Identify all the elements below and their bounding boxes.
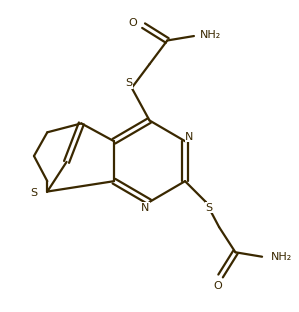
Text: O: O [213,281,222,291]
Text: NH₂: NH₂ [200,30,221,40]
Text: S: S [30,188,38,198]
Text: O: O [129,18,138,28]
Text: NH₂: NH₂ [271,252,292,262]
Text: N: N [185,132,194,142]
Text: S: S [205,203,212,213]
Text: S: S [125,78,132,88]
Text: N: N [141,203,149,213]
